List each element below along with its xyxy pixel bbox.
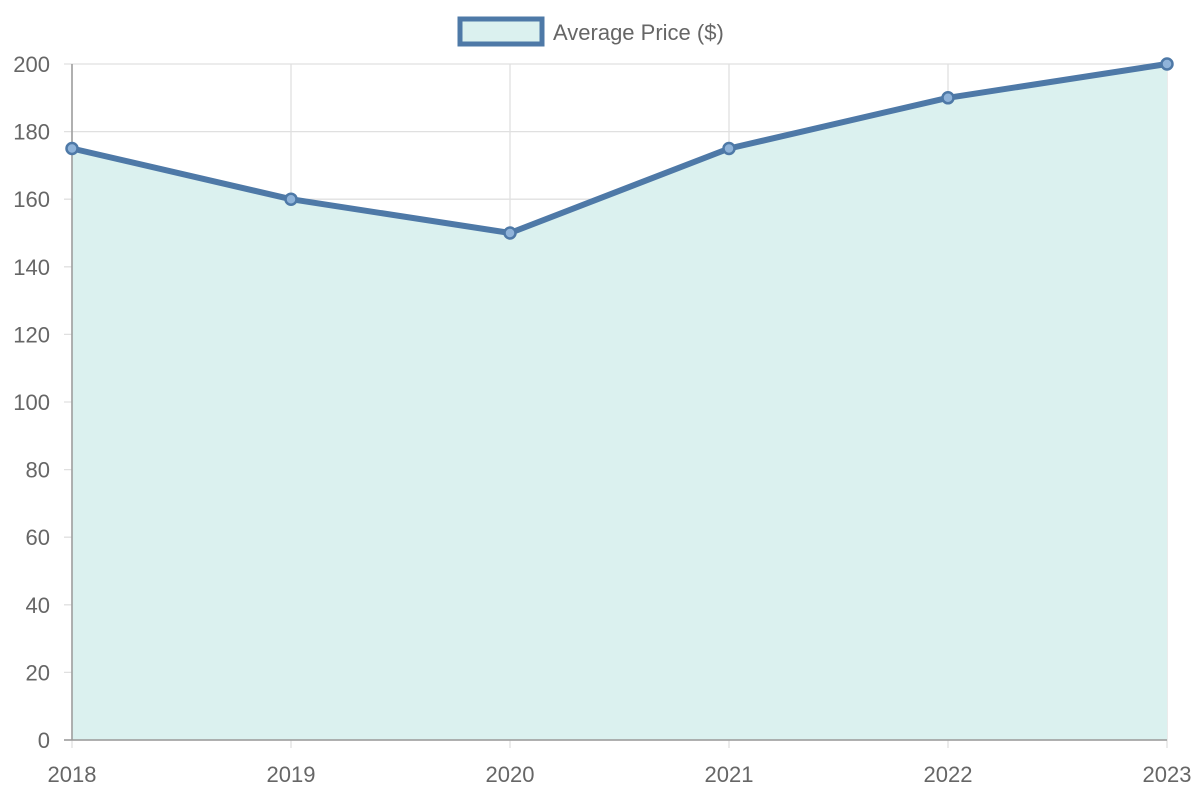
data-point <box>722 141 736 156</box>
point-layer <box>65 57 1174 240</box>
y-tick-label: 100 <box>13 390 50 415</box>
line-layer <box>69 61 1170 236</box>
y-tick-label: 0 <box>38 728 50 753</box>
y-tick-label: 140 <box>13 255 50 280</box>
x-tick-label: 2022 <box>924 762 973 787</box>
x-tick-label: 2020 <box>486 762 535 787</box>
x-tick-label: 2021 <box>705 762 754 787</box>
area-layer <box>72 64 1167 740</box>
y-tick-label: 40 <box>26 593 50 618</box>
area-fill <box>72 64 1167 740</box>
legend[interactable]: Average Price ($) <box>457 16 724 47</box>
y-tick-label: 20 <box>26 660 50 685</box>
x-tick-label: 2018 <box>48 762 97 787</box>
y-tick-label: 200 <box>13 52 50 77</box>
data-point <box>284 192 298 206</box>
data-point <box>1160 57 1174 71</box>
x-tick-label: 2023 <box>1143 762 1192 787</box>
legend-label[interactable]: Average Price ($) <box>553 20 724 45</box>
y-tick-label: 80 <box>26 458 50 483</box>
y-tick-label: 180 <box>13 120 50 145</box>
data-point <box>503 226 517 240</box>
axis-layer <box>64 64 1167 741</box>
label-layer: 0 20 40 60 80 100 120 140 160 180 200 2018 2019 2020 2… <box>13 52 1191 787</box>
data-point <box>941 91 955 105</box>
series-line <box>69 61 1170 236</box>
legend-swatch[interactable] <box>457 16 545 47</box>
x-tick-label: 2019 <box>267 762 316 787</box>
y-tick-label: 60 <box>26 525 50 550</box>
y-tick-label: 160 <box>13 187 50 212</box>
data-point <box>65 141 79 156</box>
y-tick-label: 120 <box>13 322 50 347</box>
